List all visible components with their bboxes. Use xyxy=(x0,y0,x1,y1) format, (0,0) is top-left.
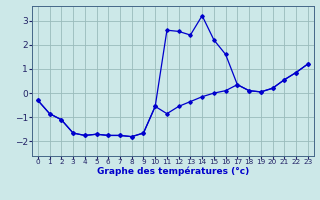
X-axis label: Graphe des températures (°c): Graphe des températures (°c) xyxy=(97,167,249,176)
